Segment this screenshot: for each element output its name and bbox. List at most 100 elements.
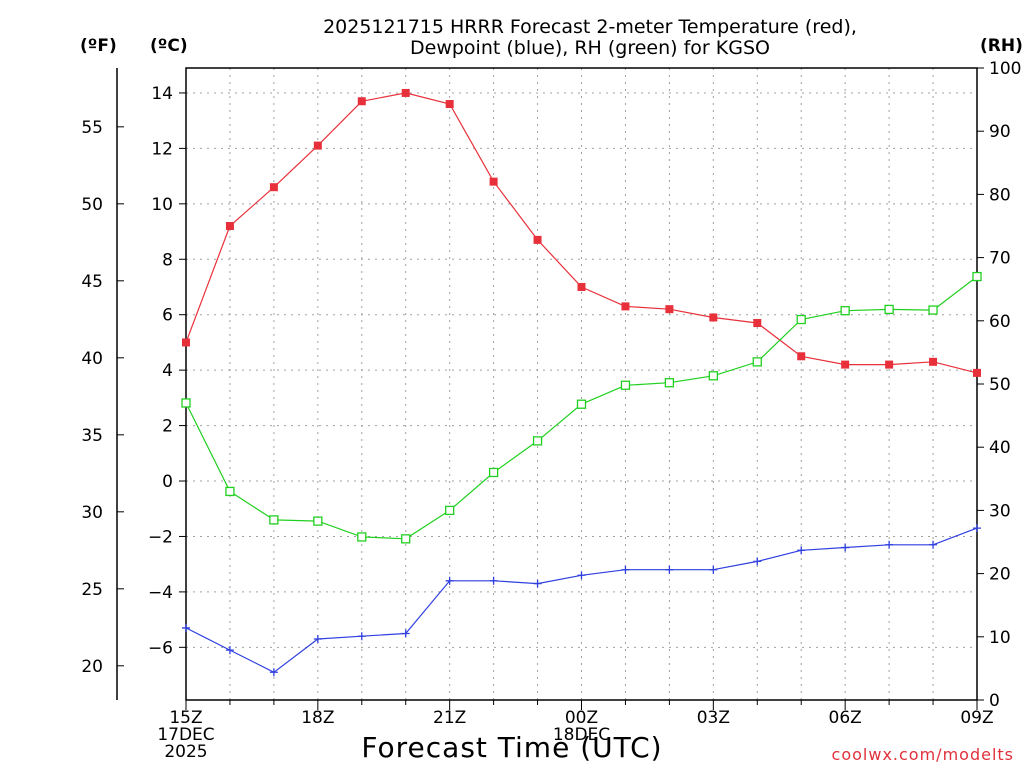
y-tick-label-fahrenheit: 35 <box>81 426 103 446</box>
y-tick-label-rh: 50 <box>989 375 1011 395</box>
y-tick-label-rh: 10 <box>989 628 1011 648</box>
temperature-point <box>225 222 234 230</box>
dewpoint-point <box>489 576 498 585</box>
dewpoint-point <box>313 635 322 644</box>
rh-unit-label: (RH) <box>980 36 1023 56</box>
y-tick-label-celsius: 10 <box>151 195 173 215</box>
y-tick-label-fahrenheit: 25 <box>81 580 103 600</box>
rh-point <box>357 532 367 542</box>
dewpoint-point <box>533 579 542 588</box>
dewpoint-point <box>401 629 410 638</box>
dewpoint-point <box>357 632 366 641</box>
x-tick-label: 09Z <box>960 708 993 728</box>
dewpoint-point <box>709 565 718 574</box>
dewpoint-point <box>797 546 806 555</box>
y-tick-label-rh: 80 <box>989 185 1011 205</box>
rh-point <box>401 534 411 544</box>
dewpoint-point <box>269 668 278 677</box>
y-tick-label-rh: 40 <box>989 438 1011 458</box>
temperature-point <box>841 360 850 369</box>
dewpoint-point <box>665 565 674 574</box>
y-tick-label-rh: 100 <box>989 59 1021 79</box>
dewpoint-point <box>753 557 762 566</box>
y-tick-label-celsius: 6 <box>162 306 173 326</box>
celsius-unit-label: (ºC) <box>150 36 188 56</box>
rh-point <box>708 371 718 381</box>
x-axis-title: Forecast Time (UTC) <box>361 731 662 764</box>
rh-point <box>620 380 631 390</box>
temperature-line <box>185 92 978 374</box>
temperature-point <box>182 338 190 347</box>
y-tick-label-rh: 30 <box>989 501 1011 521</box>
temperature-point <box>797 352 806 361</box>
temperature-point <box>445 100 454 109</box>
y-tick-label-fahrenheit: 45 <box>81 272 103 292</box>
x-tick-label: 21Z <box>433 708 466 728</box>
rh-point <box>532 436 543 446</box>
y-tick-label-fahrenheit: 55 <box>81 118 103 138</box>
x-tick-label: 15Z <box>169 708 202 728</box>
dewpoint-point <box>621 565 630 574</box>
temperature-point <box>357 97 366 106</box>
dewpoint-point <box>841 543 850 552</box>
dewpoint-point <box>445 576 454 585</box>
rh-point <box>796 314 806 325</box>
x-tick-label: 18Z <box>301 708 334 728</box>
y-tick-label-fahrenheit: 30 <box>81 503 103 523</box>
rh-point <box>269 515 279 525</box>
x-tick-label: 17DEC <box>157 725 214 745</box>
y-tick-label-celsius: 12 <box>151 139 173 159</box>
rh-point <box>181 398 191 408</box>
y-tick-label-celsius: −2 <box>148 527 173 547</box>
x-tick-label: 18DEC <box>553 725 610 745</box>
y-tick-label-fahrenheit: 50 <box>81 195 103 215</box>
rh-point <box>225 486 235 497</box>
temperature-point <box>533 235 542 244</box>
dewpoint-point <box>182 623 190 632</box>
temperature-point <box>973 368 981 377</box>
rh-point <box>840 306 850 316</box>
chart-title-line2: Dewpoint (blue), RH (green) for KGSO <box>410 37 770 59</box>
dewpoint-point <box>929 540 938 549</box>
x-tick-label: 03Z <box>697 708 730 728</box>
chart-title-line1: 2025121715 HRRR Forecast 2-meter Tempera… <box>323 16 857 38</box>
temperature-point <box>621 302 630 311</box>
fahrenheit-unit-label: (ºF) <box>80 36 117 56</box>
y-tick-label-rh: 90 <box>989 122 1011 142</box>
y-tick-label-celsius: −6 <box>148 638 173 658</box>
dewpoint-point <box>577 571 586 580</box>
dewpoint-point <box>973 524 981 533</box>
temperature-point <box>489 177 498 186</box>
y-tick-label-fahrenheit: 20 <box>81 657 103 677</box>
rh-point <box>928 305 938 315</box>
y-tick-label-rh: 0 <box>989 691 1000 711</box>
y-tick-label-celsius: 8 <box>162 250 173 270</box>
rh-point <box>664 378 675 388</box>
x-tick-label: 2025 <box>164 742 207 762</box>
temperature-point <box>665 305 674 314</box>
rh-point <box>752 357 762 367</box>
y-tick-label-rh: 60 <box>989 312 1011 332</box>
credit-text: coolwx.com/modelts <box>831 745 1014 764</box>
temperature-point <box>929 357 938 366</box>
y-tick-label-celsius: 2 <box>162 417 173 437</box>
x-tick-label: 06Z <box>829 708 862 728</box>
rh-point <box>445 505 455 516</box>
rh-point <box>313 516 323 526</box>
rh-point <box>576 399 587 409</box>
rh-point <box>488 467 499 478</box>
temperature-point <box>401 88 410 97</box>
y-tick-label-celsius: 14 <box>151 84 173 104</box>
temperature-point <box>269 183 278 192</box>
rh-point <box>884 304 894 315</box>
temperature-point <box>709 313 718 322</box>
x-tick-label: 00Z <box>565 708 598 728</box>
y-tick-label-rh: 20 <box>989 565 1011 585</box>
y-tick-label-celsius: −4 <box>148 583 173 603</box>
dewpoint-point <box>225 646 234 655</box>
temperature-point <box>577 282 586 291</box>
temperature-point <box>885 360 894 369</box>
y-tick-label-fahrenheit: 40 <box>81 349 103 369</box>
temperature-point <box>753 319 762 328</box>
